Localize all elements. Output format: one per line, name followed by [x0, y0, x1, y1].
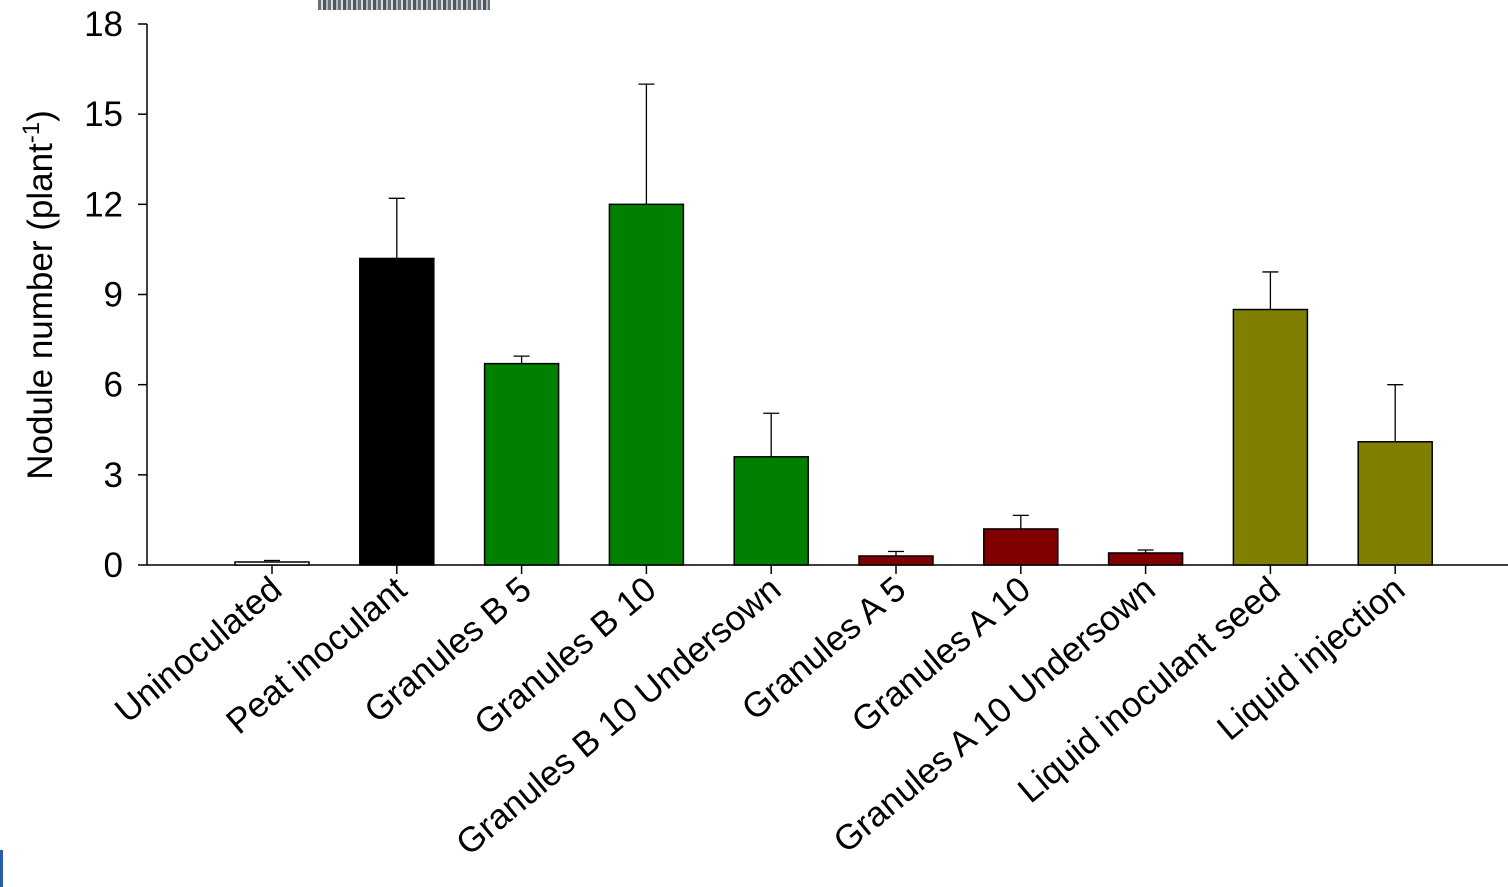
bar-6 — [983, 528, 1059, 566]
photo-fragment — [318, 0, 490, 10]
bar-7 — [1107, 552, 1184, 566]
bar-2 — [483, 362, 560, 566]
y-tick-label-4: 12 — [84, 185, 123, 224]
y-axis-label-superscript: -1 — [18, 122, 45, 143]
y-tick-label-0: 0 — [104, 546, 123, 585]
y-tick-label-1: 3 — [104, 456, 123, 495]
y-axis-label-suffix: ) — [21, 110, 60, 122]
y-tick-label-6: 18 — [84, 5, 123, 44]
y-tick-label-3: 9 — [104, 276, 123, 315]
y-axis-label: Nodule number (plant-1) — [18, 110, 61, 480]
y-tick-label-2: 6 — [104, 366, 123, 405]
bar-4 — [733, 456, 809, 566]
y-axis-label-main: Nodule number (plant — [21, 143, 60, 480]
edge-accent-bar — [0, 850, 3, 887]
bar-1 — [359, 257, 435, 566]
bar-3 — [608, 203, 685, 566]
bar-9 — [1357, 441, 1433, 566]
y-ticks-group: 0 3 6 9 12 15 18 — [84, 5, 147, 585]
bar-0 — [234, 561, 310, 566]
y-tick-label-5: 15 — [84, 95, 123, 134]
error-bars-group — [264, 83, 1404, 562]
bar-8 — [1232, 308, 1309, 566]
bar-5 — [858, 555, 934, 566]
bars-group — [234, 203, 1433, 566]
